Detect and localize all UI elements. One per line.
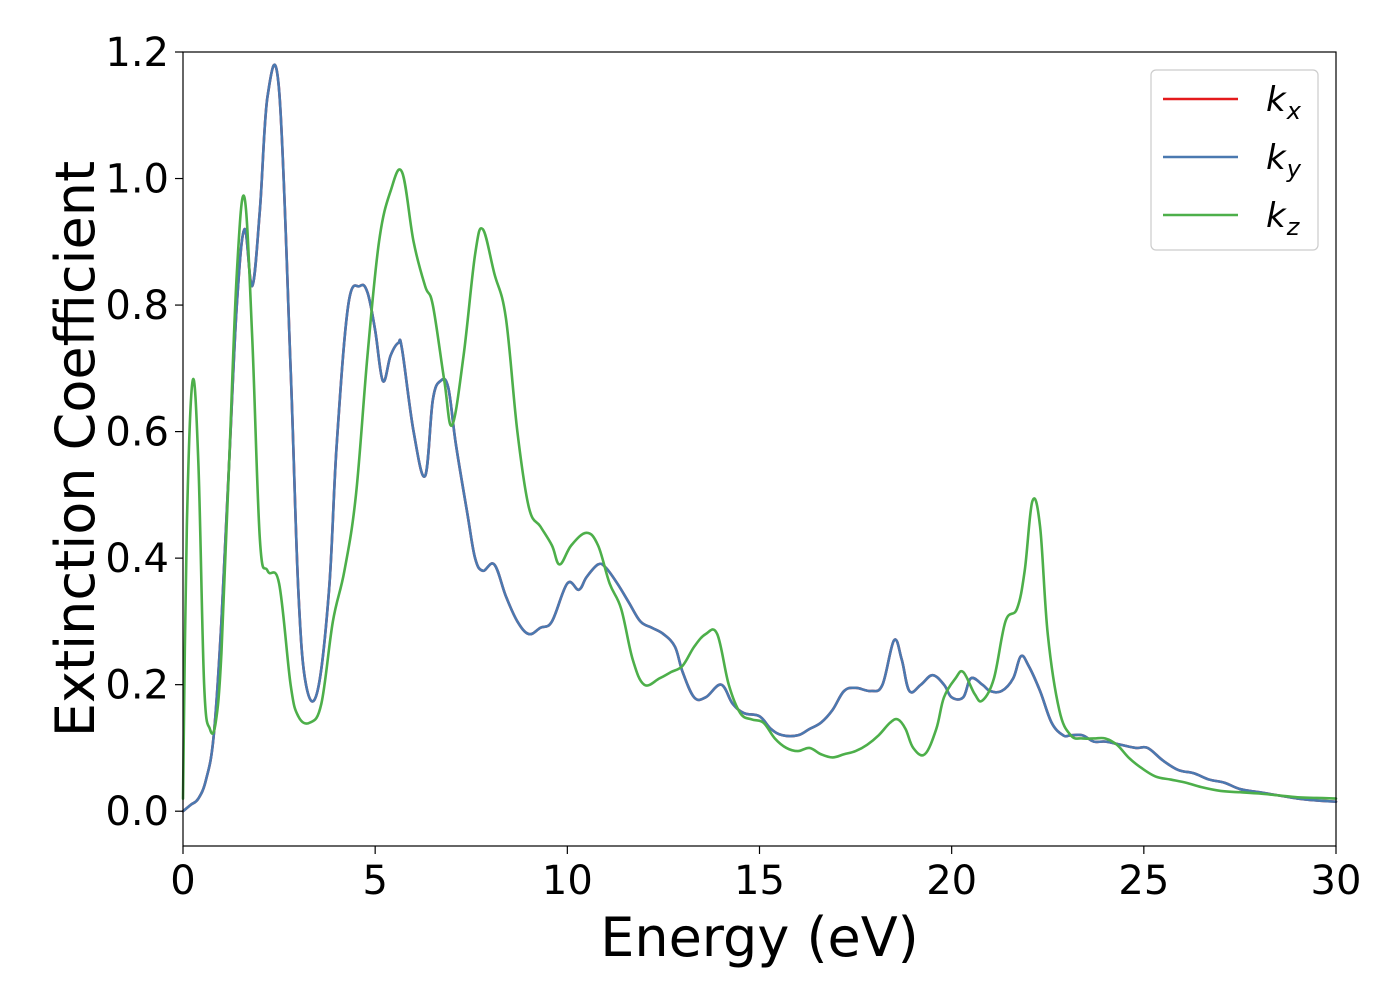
series-layer [181, 63, 1338, 813]
legend-label-ky: ky [1266, 138, 1302, 183]
x-axis: 0 5 10 15 20 25 30 [170, 846, 1361, 904]
x-tick-label: 5 [362, 858, 387, 904]
legend-label-kz: kz [1266, 196, 1301, 241]
x-tick-label: 20 [926, 858, 977, 904]
x-tick-label: 0 [170, 858, 195, 904]
legend-label-kx: kx [1266, 80, 1302, 125]
y-axis: 0.0 0.2 0.4 0.6 0.8 1.0 1.2 [105, 30, 183, 835]
y-tick-label: 1.2 [105, 30, 169, 76]
y-tick-label: 1.0 [105, 157, 169, 203]
legend-box [1150, 69, 1319, 251]
x-tick-label: 25 [1118, 858, 1169, 904]
series-line-ky [181, 63, 1338, 813]
x-tick-label: 30 [1311, 858, 1362, 904]
y-axis-label: Extinction Coefficient [44, 161, 107, 737]
x-tick-label: 10 [542, 858, 593, 904]
x-tick-label: 15 [734, 858, 785, 904]
y-tick-label: 0.8 [105, 283, 169, 329]
y-tick-label: 0.2 [105, 663, 169, 709]
series-line-kz [181, 168, 1338, 800]
legend: kx ky kz [1150, 69, 1319, 251]
y-tick-label: 0.0 [105, 789, 169, 835]
y-tick-label: 0.4 [105, 536, 169, 582]
x-axis-label: Energy (eV) [600, 906, 919, 969]
y-tick-label: 0.6 [105, 410, 169, 456]
